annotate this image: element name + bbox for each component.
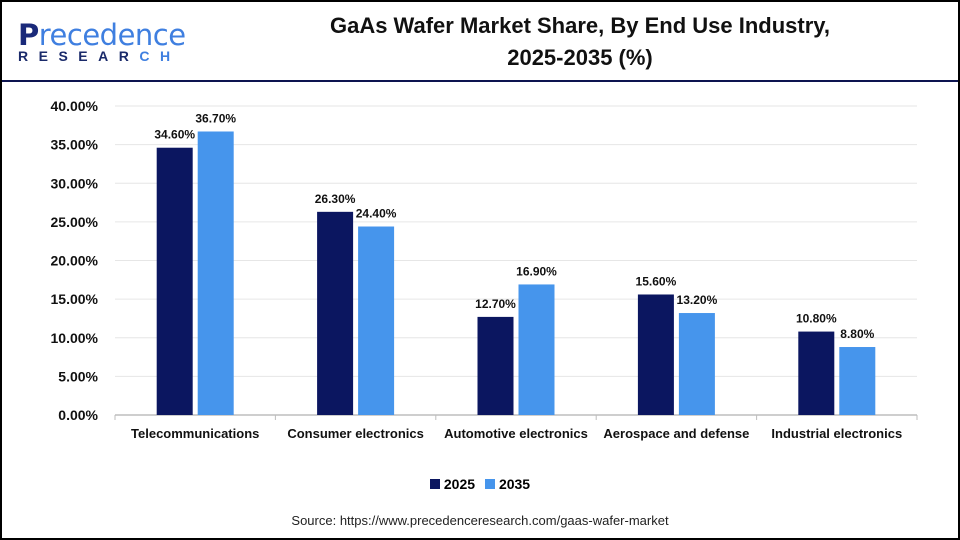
y-tick-label: 0.00%: [58, 407, 98, 423]
legend-swatch-2025: [429, 479, 440, 489]
logo-word: recedence: [38, 18, 186, 52]
title-line-1: GaAs Wafer Market Share, By End Use Indu…: [329, 13, 831, 38]
y-tick-label: 25.00%: [51, 214, 99, 230]
data-label-2035: 13.20%: [677, 293, 718, 307]
title-line-2: 2025-2035 (%): [507, 45, 653, 70]
data-label-2035: 16.90%: [516, 264, 557, 278]
bar-2035: [839, 347, 876, 415]
bar-2035: [197, 131, 234, 415]
bar-2025: [477, 316, 514, 415]
y-tick-label: 20.00%: [51, 253, 99, 269]
y-tick-label: 5.00%: [58, 368, 98, 384]
source-note: Source: https://www.precedenceresearch.c…: [291, 513, 669, 528]
y-tick-label: 35.00%: [51, 137, 99, 153]
bar-2025: [156, 147, 193, 415]
x-category-label: Industrial electronics: [771, 426, 902, 441]
data-label-2025: 12.70%: [475, 297, 516, 311]
chart-title: GaAs Wafer Market Share, By End Use Indu…: [250, 10, 910, 74]
logo-sub-b: CH: [139, 48, 181, 64]
bar-2025: [637, 294, 674, 415]
logo-initial: P: [18, 18, 39, 52]
data-label-2035: 8.80%: [840, 327, 874, 341]
y-tick-label: 30.00%: [51, 175, 99, 191]
legend-label-2025: 2025: [443, 476, 476, 492]
x-category-label: Aerospace and defense: [603, 426, 749, 441]
data-label-2025: 26.30%: [315, 192, 356, 206]
legend-item-2025: 2025: [429, 476, 476, 492]
header-divider: [2, 80, 958, 82]
bar-2035: [518, 284, 555, 415]
legend: 2025 2035: [0, 476, 960, 492]
bar-2025: [317, 211, 354, 415]
x-category-label: Consumer electronics: [287, 426, 424, 441]
bar-2025: [798, 331, 835, 415]
y-tick-label: 15.00%: [51, 291, 99, 307]
legend-swatch-2035: [484, 479, 495, 489]
precedence-research-logo: Precedence RESEARCH: [18, 20, 186, 64]
data-label-2035: 24.40%: [356, 207, 397, 221]
y-tick-label: 10.00%: [51, 330, 99, 346]
logo-sub-a: RESEAR: [18, 48, 140, 64]
y-tick-label: 40.00%: [51, 98, 99, 114]
legend-item-2035: 2035: [484, 476, 531, 492]
legend-label-2035: 2035: [498, 476, 531, 492]
x-category-label: Telecommunications: [131, 426, 259, 441]
x-category-label: Automotive electronics: [444, 426, 588, 441]
data-label-2025: 10.80%: [796, 312, 837, 326]
bar-2035: [678, 313, 715, 415]
data-label-2025: 34.60%: [154, 128, 195, 142]
bar-2035: [358, 226, 395, 415]
data-label-2035: 36.70%: [195, 111, 236, 125]
data-label-2025: 15.60%: [636, 274, 677, 288]
